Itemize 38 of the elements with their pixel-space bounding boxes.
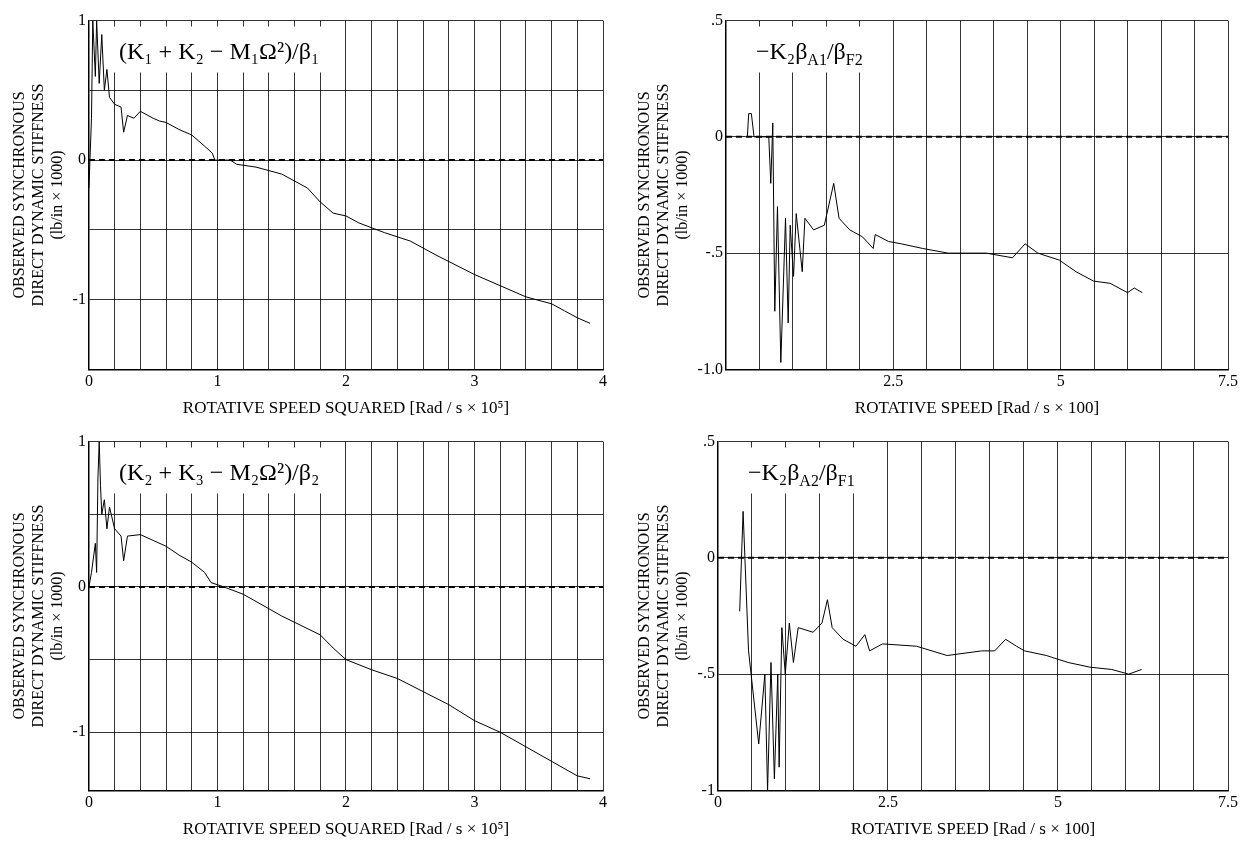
y-axis-title: OBSERVED SYNCHRONOUS DIRECT DYNAMIC STIFFNESS (lb/in × 1000) xyxy=(9,504,67,728)
y-tick-label: -1 xyxy=(72,289,86,307)
x-tick-label: 2 xyxy=(341,793,350,811)
x-tick-label: 2 xyxy=(341,372,350,390)
y-tick-label: .5 xyxy=(702,431,715,449)
x-axis-title: ROTATIVE SPEED [Rad / s × 100] xyxy=(854,398,1100,418)
x-tick-label: 3 xyxy=(470,793,479,811)
x-tick-label: 1 xyxy=(213,372,222,390)
y-tick-label: -.5 xyxy=(697,664,715,682)
y-tick-label: -.5 xyxy=(705,243,723,261)
x-tick-label: 4 xyxy=(599,793,607,811)
y-axis-title: OBSERVED SYNCHRONOUS DIRECT DYNAMIC STIFFNESS (lb/in × 1000) xyxy=(634,83,692,307)
y-tick-label: -1 xyxy=(72,722,86,740)
y-tick-label: 0 xyxy=(77,150,86,168)
x-tick-label: 4 xyxy=(599,372,607,390)
y-tick-label: 1 xyxy=(77,431,86,449)
y-tick-label: .5 xyxy=(710,10,723,28)
y-axis-title: OBSERVED SYNCHRONOUS DIRECT DYNAMIC STIFFNESS (lb/in × 1000) xyxy=(9,83,67,307)
x-tick-label: 3 xyxy=(470,372,479,390)
y-axis-title: OBSERVED SYNCHRONOUS DIRECT DYNAMIC STIFFNESS (lb/in × 1000) xyxy=(634,504,692,728)
x-tick-label: 5 xyxy=(1053,793,1062,811)
y-tick-label: 0 xyxy=(714,127,723,145)
text: (K₁ + K₂ − M₁Ω²)/β₁ xyxy=(118,37,320,64)
y-tick-label: 0 xyxy=(706,548,715,566)
x-tick-label: 2.5 xyxy=(883,372,904,390)
x-axis-title: ROTATIVE SPEED SQUARED [Rad / s × 10⁵] xyxy=(182,398,510,418)
y-tick-label: 1 xyxy=(77,10,86,28)
x-axis-title: ROTATIVE SPEED [Rad / s × 100] xyxy=(850,819,1096,839)
x-axis-title: ROTATIVE SPEED SQUARED [Rad / s × 10⁵] xyxy=(182,819,510,839)
x-tick-label: 7.5 xyxy=(1218,372,1238,390)
x-tick-label: 5 xyxy=(1056,372,1065,390)
y-tick-label: -1 xyxy=(701,780,715,798)
text: (K₂ + K₃ − M₂Ω²)/β₂ xyxy=(118,458,320,485)
y-tick-label: -1.0 xyxy=(697,359,723,377)
y-tick-label: 0 xyxy=(77,577,86,595)
x-tick-label: 1 xyxy=(213,793,222,811)
x-tick-label: 2.5 xyxy=(877,793,898,811)
x-tick-label: 7.5 xyxy=(1218,793,1238,811)
